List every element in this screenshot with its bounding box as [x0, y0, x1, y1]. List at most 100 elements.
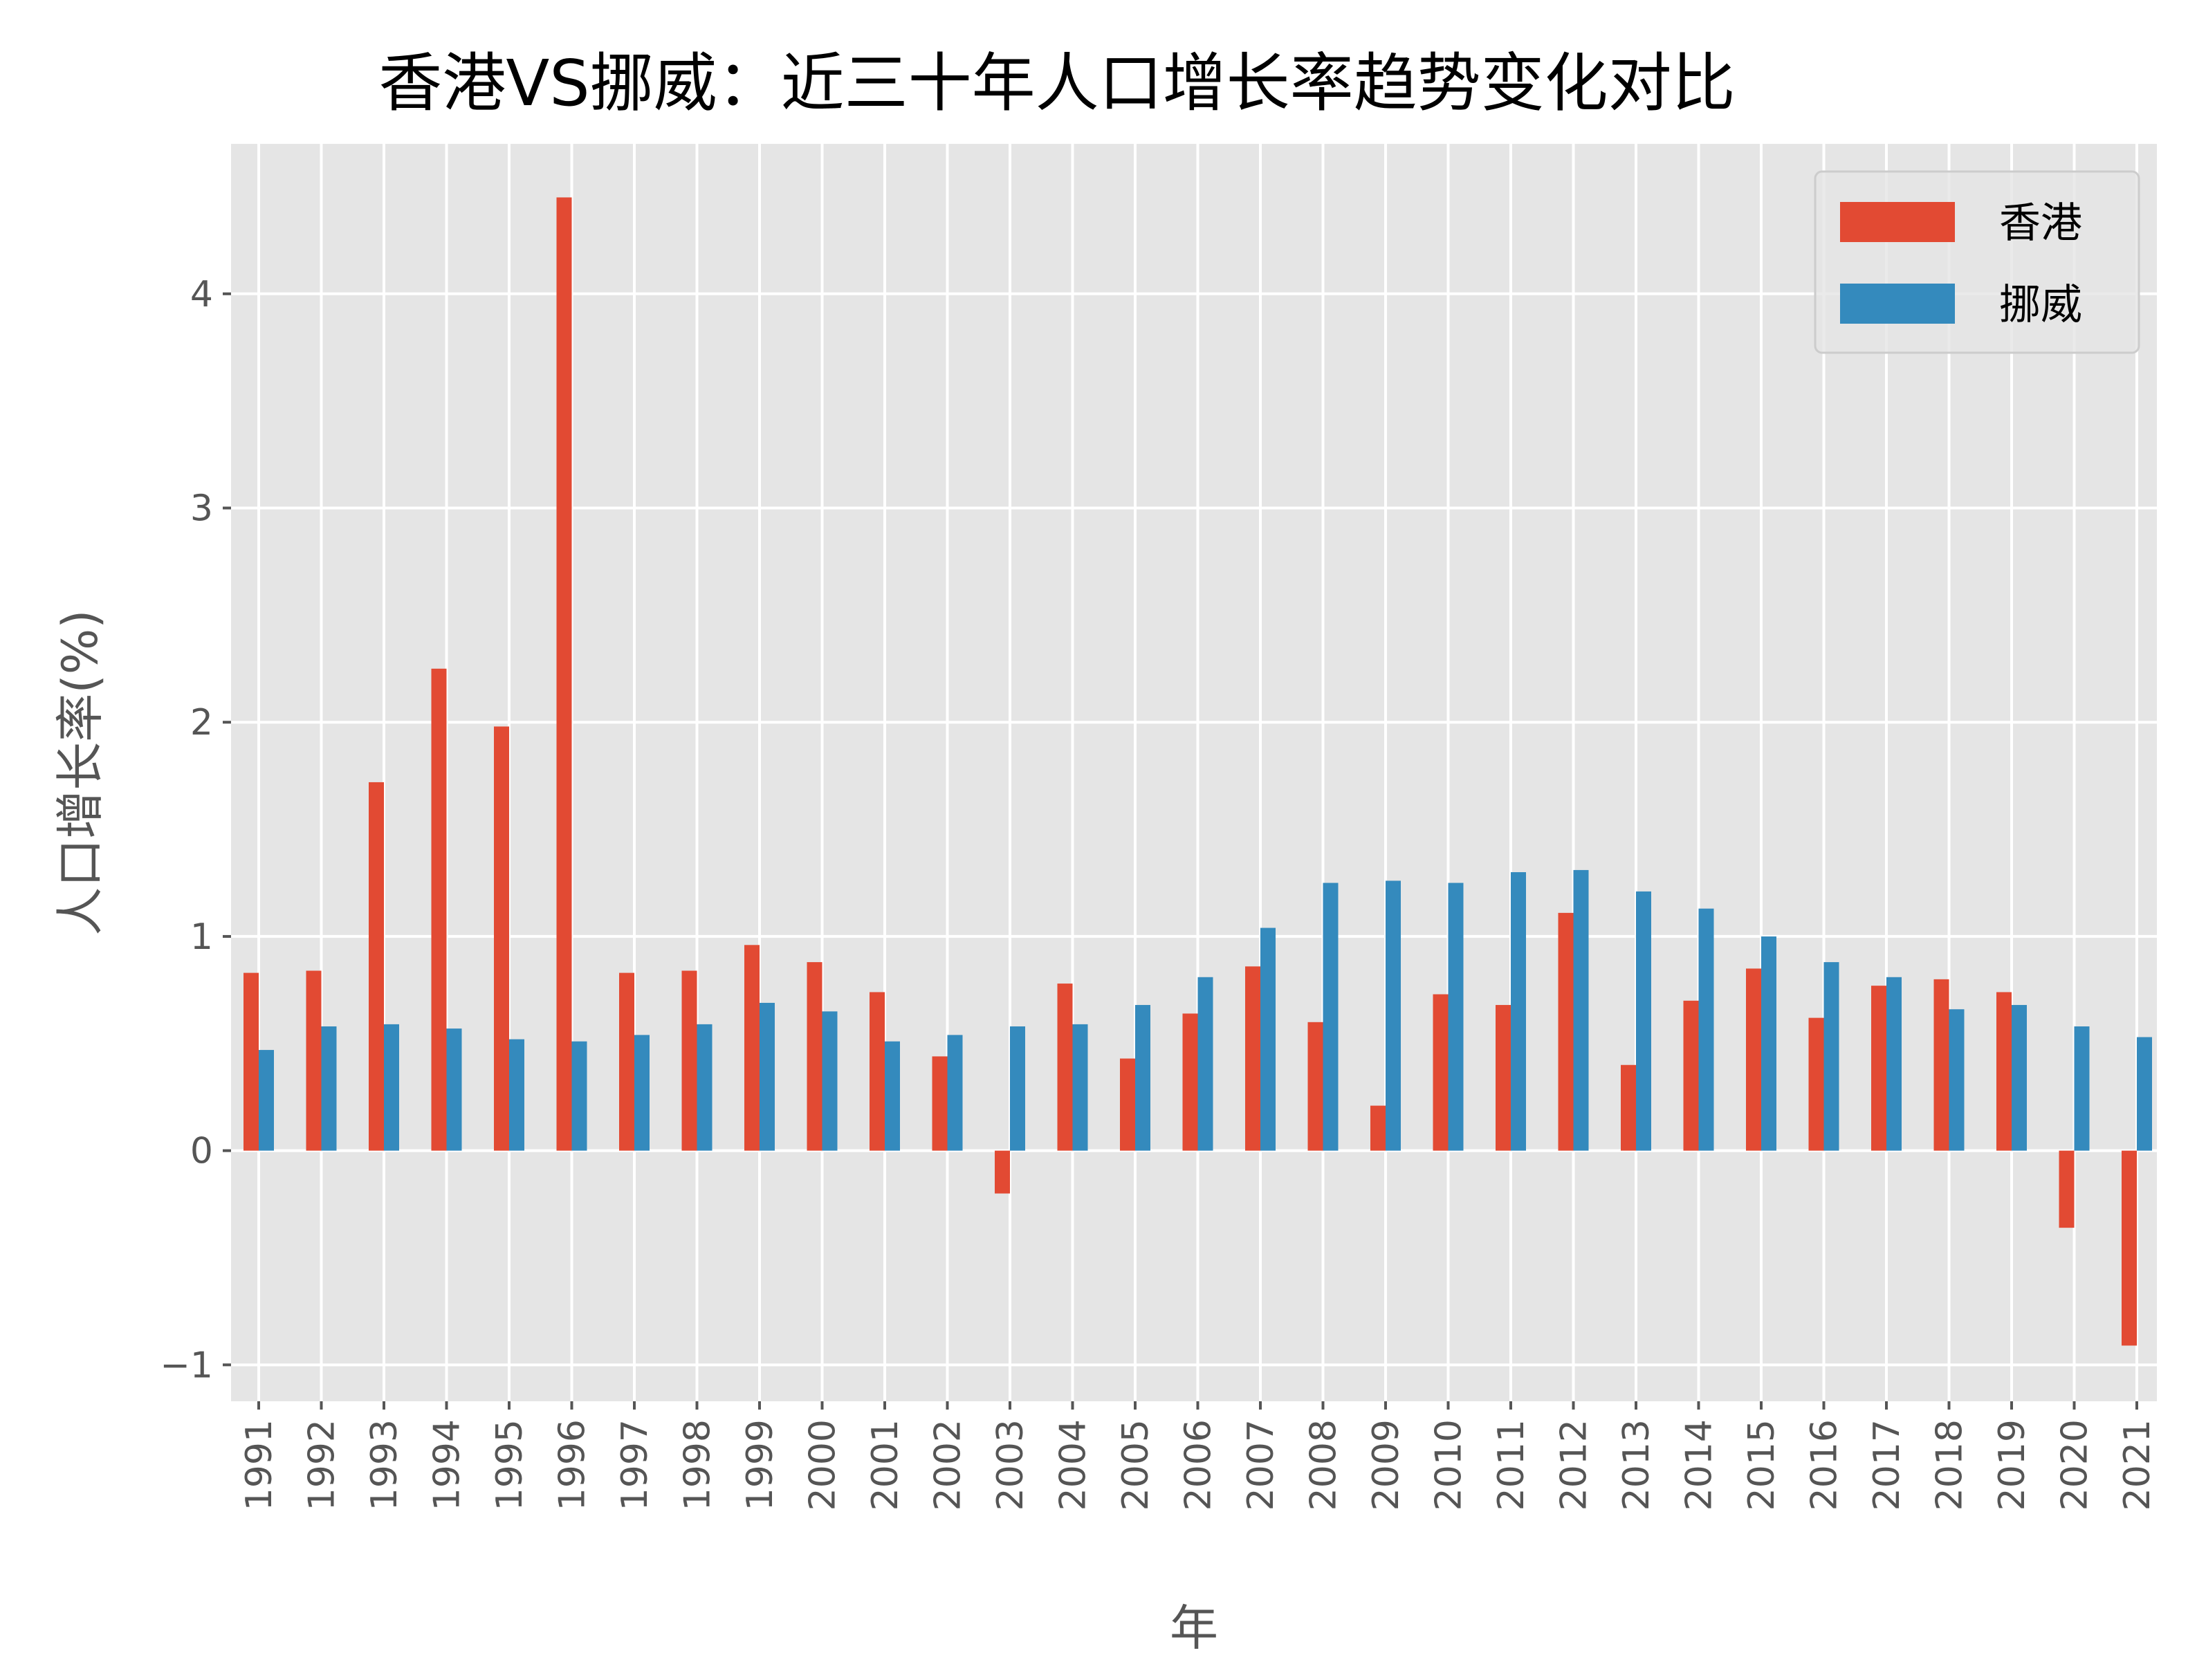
bar-norway	[697, 1024, 713, 1151]
x-tick-label: 1991	[239, 1419, 280, 1511]
y-tick-label: 0	[190, 1131, 213, 1172]
bar-hong-kong	[2122, 1150, 2137, 1346]
x-tick-label: 2020	[2054, 1419, 2096, 1511]
bar-hong-kong	[1871, 986, 1886, 1151]
bars	[243, 197, 2152, 1346]
bar-hong-kong	[1621, 1064, 1636, 1151]
x-tick-label: 2012	[1554, 1419, 1595, 1511]
bar-norway	[1511, 872, 1526, 1151]
y-tick-label: 1	[190, 916, 213, 958]
x-axis: 1991 1992 1993 1994 1995 1996 1997 1998 1999 2000…	[239, 1401, 2158, 1511]
bar-norway	[321, 1026, 337, 1151]
bar-norway	[634, 1035, 650, 1151]
bar-norway	[1448, 883, 1464, 1151]
legend-swatch-hong-kong	[1840, 202, 1955, 242]
bar-hong-kong	[1182, 1013, 1198, 1151]
bar-norway	[1886, 977, 1902, 1151]
bar-norway	[1072, 1024, 1088, 1151]
bar-hong-kong	[431, 668, 447, 1151]
x-tick-label: 2014	[1679, 1419, 1720, 1511]
bar-norway	[571, 1041, 587, 1151]
bar-hong-kong	[619, 972, 634, 1151]
legend-label-norway: 挪威	[1999, 281, 2082, 329]
x-tick-label: 1998	[677, 1419, 719, 1511]
x-tick-label: 2009	[1366, 1419, 1407, 1511]
bar-norway	[2012, 1005, 2027, 1151]
bar-hong-kong	[1245, 966, 1260, 1151]
x-tick-label: 1996	[552, 1419, 594, 1511]
x-tick-label: 2006	[1178, 1419, 1220, 1511]
bar-hong-kong	[681, 970, 697, 1151]
x-tick-label: 2021	[2117, 1419, 2158, 1511]
bar-norway	[1949, 1009, 1965, 1151]
bar-hong-kong	[1558, 912, 1574, 1151]
bar-hong-kong	[1057, 984, 1073, 1151]
bar-hong-kong	[369, 782, 384, 1151]
bar-hong-kong	[807, 962, 822, 1151]
x-tick-label: 1994	[427, 1419, 468, 1511]
bar-norway	[1197, 977, 1213, 1151]
bar-hong-kong	[2059, 1150, 2075, 1228]
bar-norway	[1135, 1005, 1150, 1151]
bar-norway	[1323, 883, 1339, 1151]
bar-hong-kong	[1496, 1005, 1511, 1151]
x-tick-label: 1993	[364, 1419, 405, 1511]
y-tick-label: −1	[160, 1345, 213, 1386]
bar-hong-kong	[1933, 979, 1949, 1151]
x-tick-label: 2016	[1804, 1419, 1846, 1511]
x-tick-label: 2017	[1866, 1419, 1908, 1511]
y-axis-title: 人口增长率(%)	[52, 609, 109, 935]
x-axis-title: 年	[1170, 1600, 1218, 1656]
bar-norway	[384, 1024, 399, 1151]
bar-norway	[1573, 869, 1589, 1151]
bar-norway	[947, 1035, 963, 1151]
bar-hong-kong	[995, 1150, 1010, 1194]
bar-norway	[885, 1041, 900, 1151]
bar-norway	[1260, 927, 1276, 1151]
bar-norway	[2074, 1026, 2090, 1151]
bar-hong-kong	[306, 970, 322, 1151]
x-tick-label: 1995	[489, 1419, 531, 1511]
x-tick-label: 2008	[1303, 1419, 1345, 1511]
bar-hong-kong	[932, 1056, 948, 1151]
bar-hong-kong	[1996, 992, 2012, 1151]
bar-hong-kong	[494, 726, 509, 1151]
bar-norway	[1823, 962, 1839, 1151]
y-tick-label: 4	[190, 274, 213, 315]
bar-norway	[446, 1028, 462, 1151]
y-tick-label: 2	[190, 702, 213, 744]
bar-hong-kong	[1307, 1022, 1323, 1151]
bar-hong-kong	[1808, 1017, 1824, 1151]
x-tick-label: 2010	[1428, 1419, 1470, 1511]
x-tick-label: 2013	[1616, 1419, 1657, 1511]
bar-hong-kong	[870, 992, 885, 1151]
x-tick-label: 2015	[1741, 1419, 1783, 1511]
bar-norway	[1010, 1026, 1025, 1151]
bar-hong-kong	[1120, 1058, 1135, 1151]
x-tick-label: 2011	[1491, 1419, 1532, 1511]
bar-norway	[1636, 891, 1651, 1151]
bar-hong-kong	[1433, 994, 1449, 1151]
x-tick-label: 1997	[614, 1419, 656, 1511]
bar-norway	[822, 1011, 838, 1151]
bar-norway	[760, 1002, 775, 1151]
x-tick-label: 2005	[1115, 1419, 1157, 1511]
x-tick-label: 1992	[302, 1419, 343, 1511]
y-tick-label: 3	[190, 488, 213, 530]
x-tick-label: 1999	[739, 1419, 781, 1511]
x-tick-label: 2007	[1240, 1419, 1282, 1511]
bar-norway	[259, 1050, 274, 1151]
x-tick-label: 2004	[1053, 1419, 1094, 1511]
bar-hong-kong	[556, 197, 572, 1151]
x-tick-label: 2002	[928, 1419, 969, 1511]
bar-hong-kong	[1370, 1105, 1386, 1151]
x-tick-label: 2019	[1992, 1419, 2033, 1511]
bar-norway	[1698, 908, 1714, 1151]
bar-norway	[1761, 936, 1776, 1151]
bar-norway	[1386, 880, 1401, 1151]
bar-hong-kong	[744, 945, 760, 1151]
x-tick-label: 2018	[1929, 1419, 1971, 1511]
x-tick-label: 2000	[802, 1419, 844, 1511]
bar-hong-kong	[1746, 968, 1761, 1151]
